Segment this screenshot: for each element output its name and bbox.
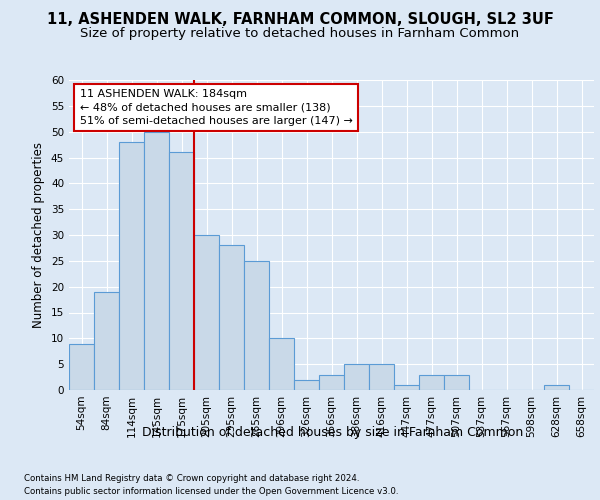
Text: 11 ASHENDEN WALK: 184sqm
← 48% of detached houses are smaller (138)
51% of semi-: 11 ASHENDEN WALK: 184sqm ← 48% of detach…	[79, 90, 352, 126]
Bar	[319, 374, 344, 390]
Bar	[169, 152, 194, 390]
Bar	[369, 364, 394, 390]
Bar	[394, 385, 419, 390]
Text: Size of property relative to detached houses in Farnham Common: Size of property relative to detached ho…	[80, 28, 520, 40]
Bar	[219, 246, 244, 390]
Bar	[269, 338, 294, 390]
Bar	[344, 364, 369, 390]
Bar	[69, 344, 94, 390]
Y-axis label: Number of detached properties: Number of detached properties	[32, 142, 46, 328]
Text: Distribution of detached houses by size in Farnham Common: Distribution of detached houses by size …	[142, 426, 524, 439]
Bar	[194, 235, 219, 390]
Text: Contains public sector information licensed under the Open Government Licence v3: Contains public sector information licen…	[24, 488, 398, 496]
Bar	[94, 292, 119, 390]
Bar	[244, 261, 269, 390]
Text: Contains HM Land Registry data © Crown copyright and database right 2024.: Contains HM Land Registry data © Crown c…	[24, 474, 359, 483]
Bar	[419, 374, 444, 390]
Text: 11, ASHENDEN WALK, FARNHAM COMMON, SLOUGH, SL2 3UF: 11, ASHENDEN WALK, FARNHAM COMMON, SLOUG…	[47, 12, 553, 28]
Bar	[294, 380, 319, 390]
Bar	[119, 142, 144, 390]
Bar	[444, 374, 469, 390]
Bar	[544, 385, 569, 390]
Bar	[144, 132, 169, 390]
